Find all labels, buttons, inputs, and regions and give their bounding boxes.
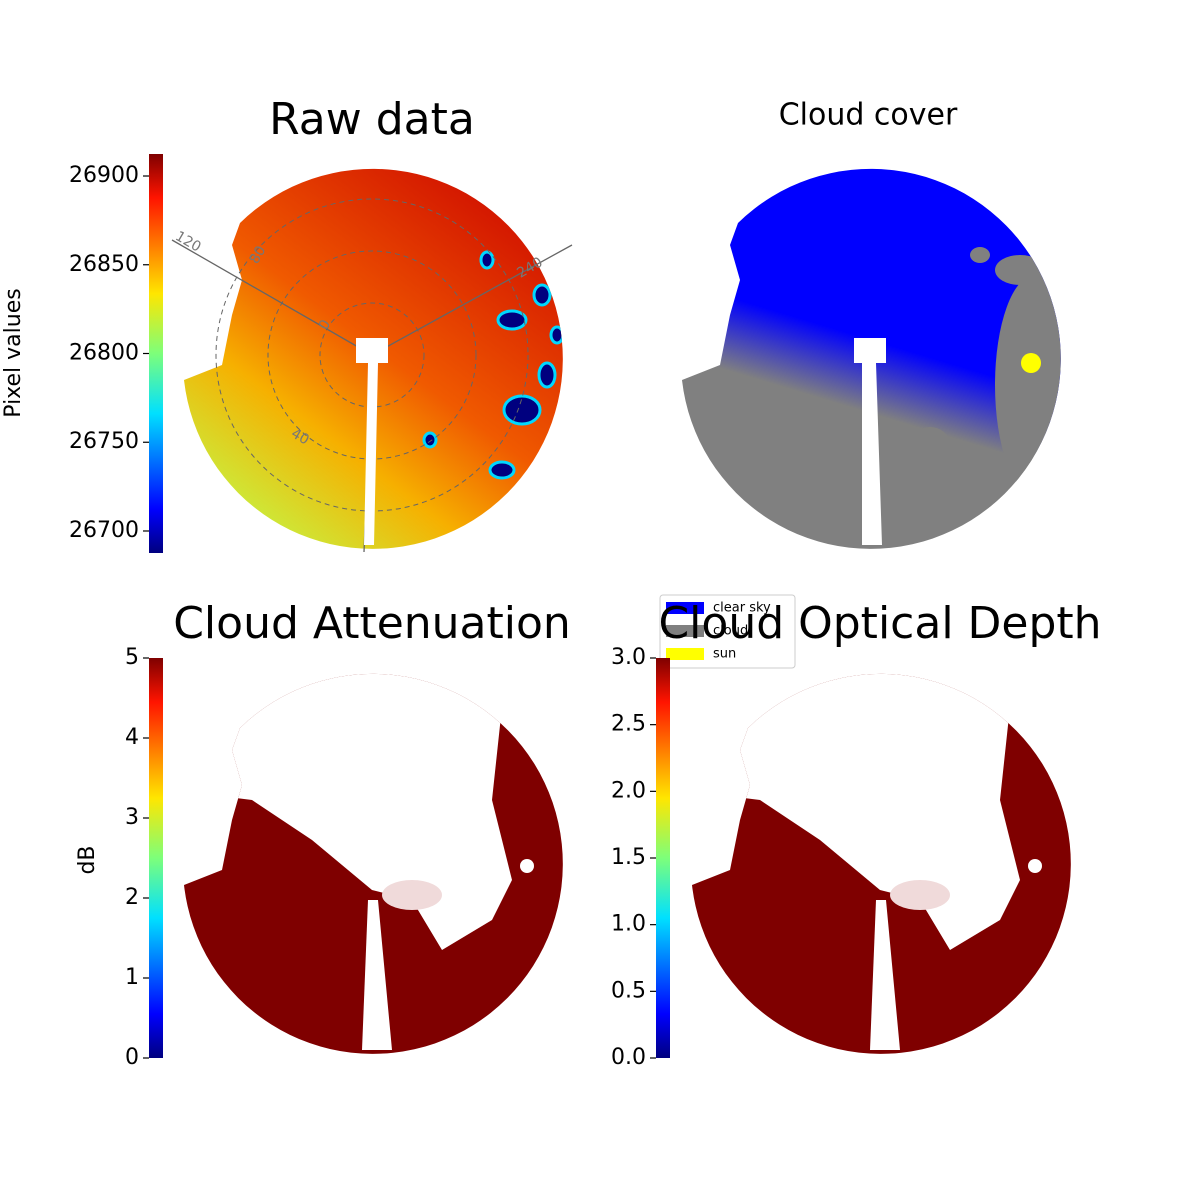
colorbar xyxy=(149,658,163,1058)
optical-depth-image xyxy=(692,673,1071,1054)
legend-swatch xyxy=(666,648,704,660)
legend-swatch xyxy=(666,602,704,614)
colorbar-tick-label: 2.0 xyxy=(611,778,646,803)
colorbar-tick-label: 5 xyxy=(125,645,139,670)
colorbar-tick-label: 2 xyxy=(125,885,139,910)
colorbar-tick-label: 4 xyxy=(125,725,139,750)
colorbar xyxy=(656,658,670,1058)
colorbar-label: Pixel values xyxy=(1,288,26,417)
attenuation-image xyxy=(184,673,563,1054)
panel-title: Cloud Optical Depth xyxy=(658,598,1101,649)
colorbar-label: dB xyxy=(75,845,100,874)
colorbar-tick-label: 0 xyxy=(125,1045,139,1070)
colorbar-tick-label: 1.0 xyxy=(611,912,646,937)
colorbar xyxy=(149,154,163,553)
raw-image xyxy=(171,168,573,553)
colorbar-tick-label: 26750 xyxy=(69,429,139,454)
polar-label: 80 xyxy=(247,243,270,266)
cloud-cover-image xyxy=(682,168,1061,549)
colorbar-tick-label: 3.0 xyxy=(611,645,646,670)
legend-label: clear sky xyxy=(713,601,771,616)
colorbar-tick-label: 26700 xyxy=(69,518,139,543)
colorbar-tick-label: 26800 xyxy=(69,341,139,366)
colorbar-tick-label: 2.5 xyxy=(611,712,646,737)
colorbar-tick-label: 0.5 xyxy=(611,978,646,1003)
colorbar-tick-label: 1 xyxy=(125,965,139,990)
legend-swatch xyxy=(666,625,704,637)
polar-label: 40 xyxy=(288,426,311,449)
colorbar-tick-label: 26850 xyxy=(69,252,139,277)
legend-label: cloud xyxy=(713,624,748,639)
colorbar-tick-label: 3 xyxy=(125,805,139,830)
colorbar-tick-label: 1.5 xyxy=(611,845,646,870)
panel-title: Raw data xyxy=(269,94,475,145)
colorbar-tick-label: 0.0 xyxy=(611,1045,646,1070)
panel-title: Cloud Attenuation xyxy=(173,598,571,649)
colorbar-tick-label: 26900 xyxy=(69,163,139,188)
legend-label: sun xyxy=(713,647,736,662)
polar-label: 120 xyxy=(172,228,203,255)
panel-title: Cloud cover xyxy=(779,98,958,133)
